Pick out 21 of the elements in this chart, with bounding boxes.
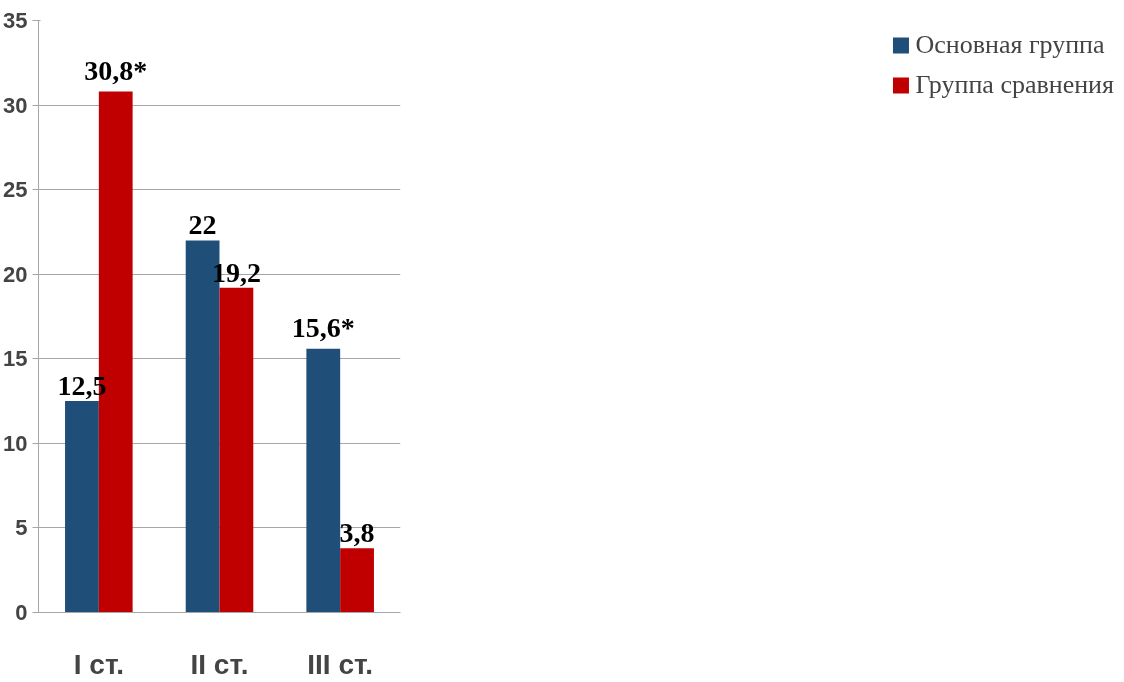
bar <box>219 287 254 613</box>
y-tick-label: 5 <box>15 515 28 541</box>
bar <box>65 401 99 613</box>
legend-label: Группа сравнения <box>915 70 1114 100</box>
legend-label: Основная группа <box>915 30 1105 60</box>
x-tick-label: II ст. <box>190 648 249 680</box>
data-label: 15,6* <box>291 311 355 343</box>
y-tick-label: 30 <box>3 92 28 118</box>
x-tick-label: III ст. <box>307 648 374 680</box>
y-tick-label: 15 <box>3 346 28 372</box>
bar <box>340 548 374 613</box>
y-tick-label: 35 <box>3 8 28 33</box>
bar <box>306 348 341 613</box>
y-tick-label: 0 <box>15 600 28 625</box>
y-tick-label: 25 <box>3 177 28 203</box>
x-tick-label: I ст. <box>73 648 124 680</box>
data-label: 3,8 <box>339 517 375 549</box>
data-label: 30,8* <box>84 54 148 86</box>
y-tick-label: 10 <box>3 430 28 456</box>
y-tick-label: 20 <box>3 261 28 287</box>
data-label: 22 <box>188 209 217 241</box>
